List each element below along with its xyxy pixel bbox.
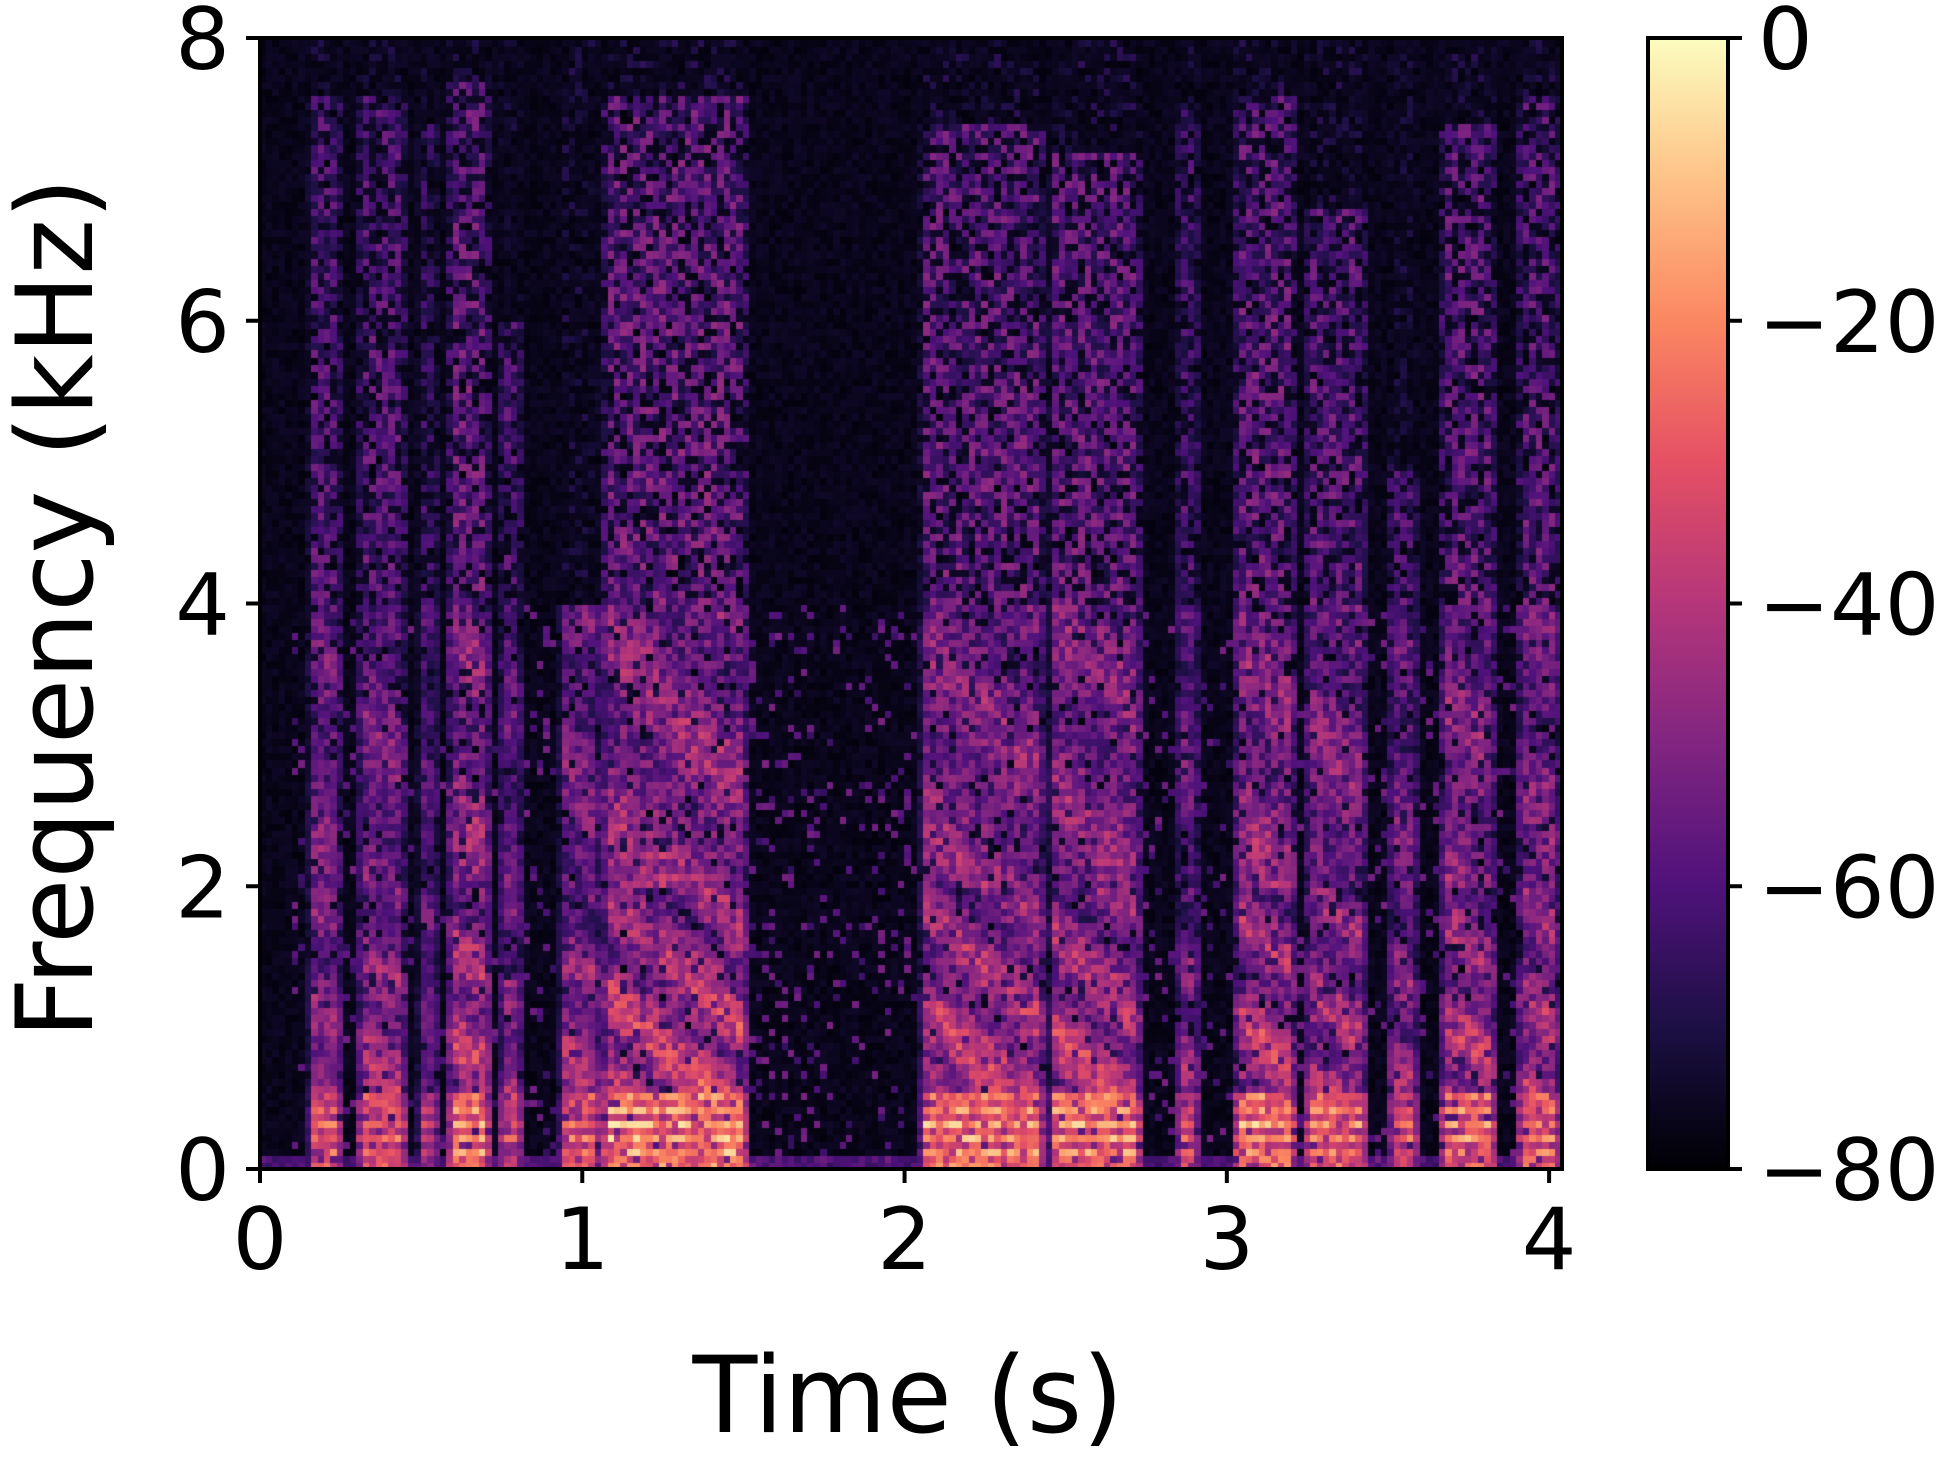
x-axis: 0 1 2 3 4 bbox=[233, 1169, 1577, 1290]
x-tick-label: 1 bbox=[555, 1190, 610, 1290]
y-tick-label: 6 bbox=[175, 273, 230, 373]
colorbar-scale bbox=[1648, 38, 1728, 1169]
y-tick-label: 4 bbox=[175, 556, 230, 656]
colorbar-ticks: 0 −20 −40 −60 −80 bbox=[1728, 0, 1940, 1221]
spectrogram-heatmap bbox=[260, 38, 1562, 1169]
x-tick-label: 4 bbox=[1522, 1190, 1577, 1290]
colorbar-tick-label: 0 bbox=[1758, 0, 1813, 90]
colorbar-tick-label: −20 bbox=[1758, 273, 1940, 373]
y-tick-label: 2 bbox=[175, 838, 230, 938]
y-axis-label: Frequency (kHz) bbox=[0, 178, 117, 1039]
plot-area: 0 1 2 3 4 0 2 4 6 8 bbox=[175, 0, 1576, 1290]
y-tick-label: 0 bbox=[175, 1121, 230, 1221]
x-tick-label: 3 bbox=[1199, 1190, 1254, 1290]
colorbar: 0 −20 −40 −60 −80 bbox=[1646, 0, 1940, 1221]
y-axis: 0 2 4 6 8 bbox=[175, 0, 260, 1221]
y-tick-label: 8 bbox=[175, 0, 230, 90]
colorbar-tick-label: −60 bbox=[1758, 838, 1940, 938]
colorbar-tick-label: −40 bbox=[1758, 556, 1940, 656]
x-tick-label: 0 bbox=[233, 1190, 288, 1290]
colorbar-tick-label: −80 bbox=[1758, 1121, 1940, 1221]
x-tick-label: 2 bbox=[877, 1190, 932, 1290]
spectrogram-raster-container bbox=[260, 38, 1562, 1169]
x-axis-label: Time (s) bbox=[691, 1334, 1123, 1457]
